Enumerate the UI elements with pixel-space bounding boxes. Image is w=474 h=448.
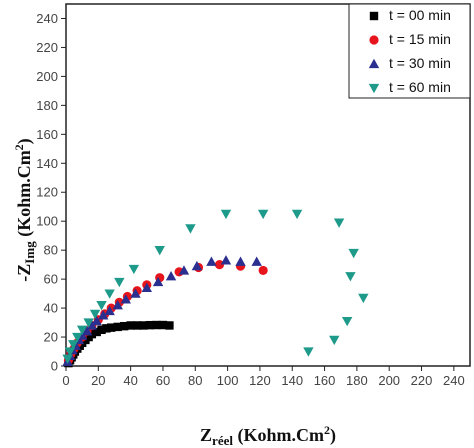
data-point	[64, 347, 76, 357]
x-tick-label: 180	[346, 373, 368, 388]
y-tick-label: 60	[44, 272, 58, 287]
data-point	[158, 320, 168, 330]
data-point	[141, 282, 152, 292]
data-point	[154, 246, 165, 256]
data-point	[178, 265, 190, 275]
y-tick-label: 180	[36, 98, 58, 113]
data-point	[358, 293, 369, 304]
data-point	[152, 320, 161, 330]
data-point	[83, 318, 94, 328]
data-point	[348, 248, 359, 259]
data-point	[206, 256, 217, 266]
y-tick-label: 220	[36, 40, 58, 55]
y-tick-label: 120	[36, 185, 58, 200]
data-point	[291, 209, 303, 220]
y-tick-label: 240	[36, 11, 58, 26]
legend-marker	[368, 58, 380, 69]
legend-label-t00: t = 00 min	[389, 7, 451, 23]
data-point	[303, 347, 314, 357]
data-point	[62, 354, 73, 364]
x-tick-label: 120	[249, 373, 271, 388]
data-point	[128, 264, 140, 275]
data-point	[87, 329, 97, 339]
legend-label-t60: t = 60 min	[389, 79, 451, 95]
data-point	[72, 332, 83, 343]
legend-label-t15: t = 15 min	[389, 31, 451, 47]
data-point	[119, 321, 129, 331]
y-tick-label: 0	[51, 359, 58, 374]
y-tick-label: 80	[44, 243, 58, 258]
data-point	[235, 256, 246, 266]
x-tick-label: 140	[281, 373, 303, 388]
data-point	[76, 325, 88, 335]
data-point	[97, 310, 109, 320]
data-point	[89, 309, 101, 320]
y-axis-title: -ZImg (Kohm.Cm2)	[12, 138, 37, 281]
x-axis-title: Zréel (Kohm.Cm2)	[200, 423, 336, 448]
data-point	[104, 305, 115, 316]
data-point	[214, 260, 225, 270]
data-point	[132, 321, 142, 330]
legend: t = 00 min t = 15 min t = 30 min t = 60 …	[348, 3, 471, 99]
data-point	[165, 321, 174, 330]
legend-marker	[369, 11, 379, 21]
data-point	[329, 335, 340, 346]
data-point	[333, 218, 345, 228]
x-tick-label: 220	[411, 373, 433, 388]
data-point	[145, 320, 155, 330]
x-tick-label: 160	[314, 373, 336, 388]
x-tick-label: 100	[217, 373, 239, 388]
data-point	[220, 255, 232, 265]
legend-box	[348, 3, 471, 99]
data-point	[130, 288, 141, 298]
x-tick-label: 60	[156, 373, 170, 388]
y-tick-label: 40	[44, 301, 58, 316]
y-tick-label: 20	[44, 330, 58, 345]
x-tick-label: 20	[91, 373, 105, 388]
data-point	[107, 323, 116, 332]
legend-label-t30: t = 30 min	[389, 55, 451, 71]
x-tick-label: 40	[123, 373, 137, 388]
data-point	[104, 289, 115, 299]
x-tick-label: 200	[378, 373, 400, 388]
y-tick-label: 140	[36, 156, 58, 171]
y-tick-label: 200	[36, 69, 58, 84]
x-tick-label: 0	[62, 373, 69, 388]
data-point	[120, 294, 131, 304]
y-tick-label: 100	[36, 214, 58, 229]
data-point	[97, 325, 106, 334]
legend-marker	[369, 35, 379, 45]
data-point	[191, 260, 203, 271]
data-point	[152, 276, 164, 287]
data-point	[102, 324, 111, 333]
data-points	[62, 209, 369, 368]
data-point	[139, 321, 148, 330]
data-point	[257, 209, 269, 220]
data-point	[68, 340, 79, 350]
data-point	[126, 321, 135, 330]
data-point	[165, 271, 177, 281]
data-point	[341, 316, 353, 327]
data-point	[220, 209, 232, 220]
data-point	[114, 277, 125, 288]
data-point	[92, 327, 101, 337]
data-point	[96, 301, 107, 311]
data-point	[81, 326, 93, 336]
series-3	[62, 209, 369, 364]
x-tick-label: 80	[188, 373, 202, 388]
legend-marker	[368, 83, 380, 94]
data-point	[91, 315, 102, 326]
y-tick-label: 160	[36, 127, 58, 142]
data-point	[185, 224, 196, 234]
data-point	[345, 272, 356, 282]
data-point	[113, 322, 122, 332]
plot-frame	[65, 3, 471, 367]
data-point	[258, 265, 268, 276]
x-axis: 0 20 40 60 80 100 120 140 160 180 200 220 240	[62, 366, 465, 388]
data-point	[112, 299, 123, 310]
y-axis: 0 20 40 60 80 100 120 140 160 180 200 220 240	[36, 11, 66, 374]
data-point	[251, 256, 262, 266]
x-tick-label: 240	[443, 373, 465, 388]
